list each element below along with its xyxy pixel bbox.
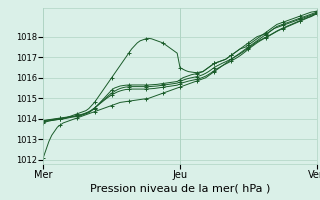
X-axis label: Pression niveau de la mer( hPa ): Pression niveau de la mer( hPa ): [90, 183, 270, 193]
